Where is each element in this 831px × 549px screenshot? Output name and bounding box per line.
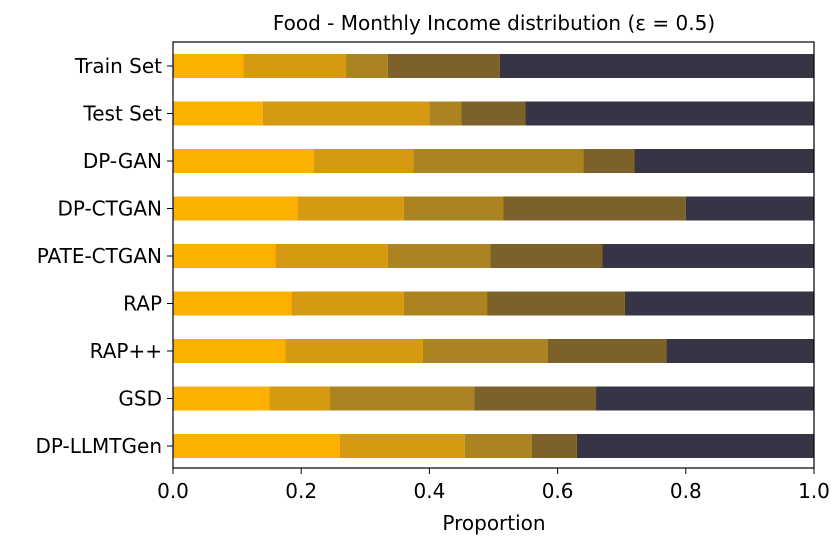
y-tick-label: DP-GAN xyxy=(83,149,162,173)
bar-segment-5 xyxy=(525,101,814,126)
bar-segment-1 xyxy=(173,101,263,126)
bar-segment-3 xyxy=(403,196,504,221)
bar-segment-1 xyxy=(173,339,286,363)
y-tick-label: Test Set xyxy=(82,102,162,126)
bar-segment-3 xyxy=(422,339,548,363)
bar-stack-layer xyxy=(173,54,814,458)
bar-segment-4 xyxy=(474,386,597,411)
y-tick-label: DP-CTGAN xyxy=(57,197,162,221)
bar-segment-3 xyxy=(346,54,388,78)
bar-segment-4 xyxy=(503,196,686,221)
bar-segment-1 xyxy=(173,291,292,316)
bar-segment-5 xyxy=(685,196,814,221)
y-tick-label: GSD xyxy=(118,387,162,411)
x-tick-label: 0.6 xyxy=(542,479,574,503)
x-tick-label: 0.0 xyxy=(157,479,189,503)
y-tick-label: RAP xyxy=(123,292,162,316)
bar-segment-2 xyxy=(269,386,331,411)
bar-segment-4 xyxy=(531,434,577,458)
bar-segment-3 xyxy=(330,386,475,411)
bar-segment-4 xyxy=(490,244,603,268)
bar-segment-3 xyxy=(464,434,532,458)
bar-segment-4 xyxy=(387,54,500,78)
x-tick-label: 0.4 xyxy=(413,479,445,503)
y-tick-label: PATE-CTGAN xyxy=(37,244,162,268)
bar-segment-4 xyxy=(461,101,526,126)
y-axis-ticks: Train Set Test Set DP-GAN DP-CTGAN PATE-CTGA… xyxy=(36,54,173,458)
bar-segment-1 xyxy=(173,434,340,458)
bar-segment-1 xyxy=(173,54,244,78)
bar-segment-2 xyxy=(298,196,404,221)
bar-segment-2 xyxy=(314,149,414,173)
bar-segment-1 xyxy=(173,196,298,221)
bar-segment-4 xyxy=(487,291,625,316)
bar-segment-5 xyxy=(602,244,814,268)
y-tick-label: RAP++ xyxy=(90,339,162,363)
bar-segment-1 xyxy=(173,149,315,173)
x-tick-label: 0.2 xyxy=(285,479,317,503)
bar-segment-5 xyxy=(624,291,814,316)
bar-segment-2 xyxy=(291,291,404,316)
chart-title: Food - Monthly Income distribution (ε = … xyxy=(273,11,715,35)
bar-segment-3 xyxy=(403,291,488,316)
bar-segment-2 xyxy=(339,434,465,458)
x-tick-label: 1.0 xyxy=(798,479,830,503)
bar-segment-5 xyxy=(634,149,814,173)
bar-segment-3 xyxy=(429,101,462,126)
bar-segment-2 xyxy=(275,244,388,268)
bar-segment-5 xyxy=(666,339,814,363)
bar-segment-4 xyxy=(583,149,635,173)
bar-segment-5 xyxy=(499,54,814,78)
y-tick-label: Train Set xyxy=(74,54,162,78)
bar-segment-2 xyxy=(285,339,423,363)
x-axis-ticks: 0.0 0.2 0.4 0.6 0.8 1.0 xyxy=(157,468,830,503)
bar-segment-1 xyxy=(173,244,276,268)
bar-segment-2 xyxy=(262,101,430,126)
plot-frame xyxy=(172,41,815,469)
bar-segment-1 xyxy=(173,386,270,411)
bar-segment-5 xyxy=(576,434,814,458)
bar-segment-2 xyxy=(243,54,347,78)
bar-segment-4 xyxy=(547,339,667,363)
x-axis-label: Proportion xyxy=(442,511,545,535)
bar-segment-3 xyxy=(387,244,491,268)
bar-segment-3 xyxy=(413,149,584,173)
bar-segment-5 xyxy=(596,386,814,411)
y-tick-label: DP-LLMTGen xyxy=(36,434,162,458)
x-tick-label: 0.8 xyxy=(670,479,702,503)
